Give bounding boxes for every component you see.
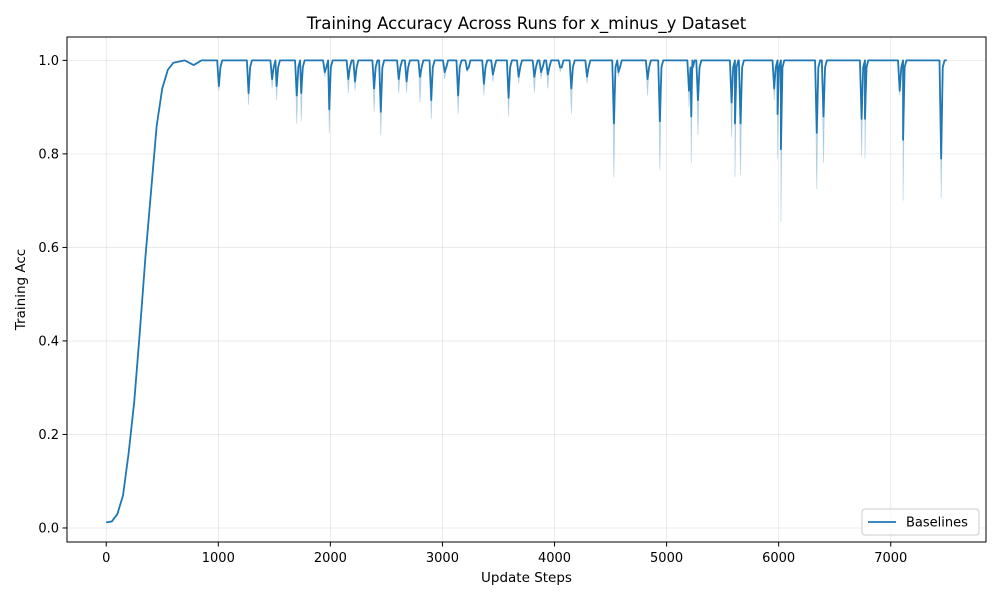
y-tick-label: 1.0 [38,54,59,69]
x-axis-label: Update Steps [481,570,572,586]
x-tick-label: 3000 [426,551,459,566]
x-tick-label: 5000 [650,551,683,566]
x-tick-label: 2000 [314,551,347,566]
legend-box [861,508,980,536]
x-tick-label: 0 [102,551,110,566]
y-tick-label: 0.6 [38,241,59,256]
legend-label-baselines: Baselines [906,516,968,531]
x-tick-label: 1000 [202,551,235,566]
chart-title: Training Accuracy Across Runs for x_minu… [306,14,747,34]
y-axis-label: Training Acc [13,249,29,331]
plot-frame [66,36,987,543]
y-tick-label: 0.2 [38,428,59,443]
y-axis-ticks: 0.0 0.2 0.4 0.6 0.8 1.0 [38,54,67,536]
x-axis-ticks: 0 1000 2000 3000 4000 5000 6000 7000 [102,542,907,566]
y-tick-label: 0.4 [38,334,59,349]
x-tick-label: 6000 [762,551,795,566]
y-tick-label: 0.8 [38,147,59,162]
x-tick-label: 7000 [874,551,907,566]
series-line-baselines [106,59,947,524]
y-tick-label: 0.0 [38,521,59,536]
x-tick-label: 4000 [538,551,571,566]
legend: Baselines [861,508,980,536]
